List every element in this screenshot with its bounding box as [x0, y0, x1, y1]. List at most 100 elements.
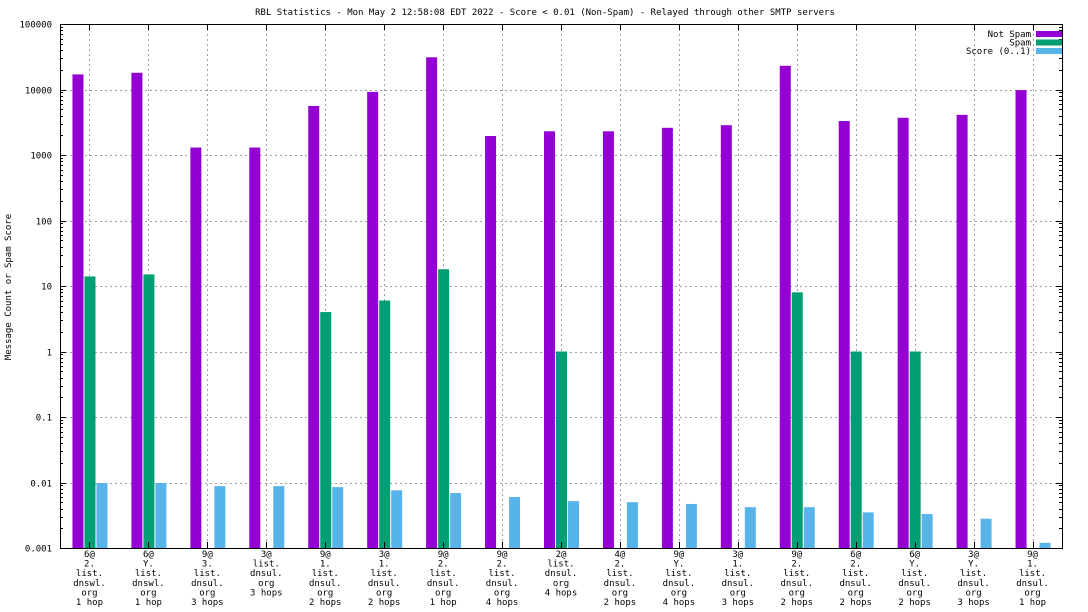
x-tick-label-line: org — [376, 588, 392, 598]
bar-spam — [84, 276, 96, 548]
bar-score — [155, 483, 167, 548]
x-tick-label-line: dnsul. — [191, 579, 224, 589]
bar-score — [862, 512, 874, 548]
x-tick-label-line: org — [494, 588, 510, 598]
x-tick-label-line: 2. — [497, 560, 508, 570]
x-tick-label-line: dnswl. — [73, 579, 106, 589]
legend-label: Not Spam — [988, 30, 1031, 40]
x-tick-label: 9@ 3. list. dnsul. org 3 hops — [191, 550, 224, 608]
x-tick-label-line: 3 hops — [722, 598, 755, 608]
x-tick-label-line: 9@ — [791, 550, 802, 560]
x-tick-label-line: Y. — [968, 560, 979, 570]
x-tick-label: 3@ 1. list. dnsul. org 2 hops — [368, 550, 401, 608]
x-tick-label-line: 2. — [438, 560, 449, 570]
x-tick-label-line: org — [435, 588, 451, 598]
x-tick-label-line: org — [671, 588, 687, 598]
x-tick-label-line: 1. — [320, 560, 331, 570]
x-tick-label-line: list. — [665, 569, 692, 579]
bar-score — [744, 507, 756, 548]
x-tick-label: 3@ list. dnsul. org 3 hops — [250, 550, 283, 598]
x-tick-label-line: dnsul. — [250, 569, 283, 579]
x-tick-label-line: 3. — [202, 560, 213, 570]
x-tick-label-line: dnsul. — [604, 579, 637, 589]
x-tick-label-line: 4 hops — [663, 598, 696, 608]
x-tick-label-line: 2. — [850, 560, 861, 570]
x-tick-label-line: 1 hop — [1019, 598, 1046, 608]
bar-score — [568, 501, 579, 548]
x-tick-label-line: 3@ — [732, 550, 743, 560]
bar-not-spam — [72, 74, 84, 549]
x-tick-label-line: 6@ — [143, 550, 154, 560]
bar-not-spam — [131, 72, 143, 548]
bar-score — [626, 502, 638, 548]
x-tick-label: 9@ 2. list. dnsul. org 4 hops — [486, 550, 519, 608]
y-tick-label: 100000 — [19, 21, 52, 31]
legend-swatch — [1036, 39, 1062, 46]
x-tick-label-line: dnsul. — [781, 579, 814, 589]
bar-not-spam — [897, 117, 909, 549]
x-tick-label-line: 3@ — [379, 550, 390, 560]
bar-not-spam — [956, 114, 968, 548]
bar-score — [509, 497, 521, 548]
x-tick-label: 6@ Y. list. dnsul. org 2 hops — [898, 550, 931, 608]
x-tick-label-line: list. — [430, 569, 457, 579]
x-tick-label-line: org — [81, 588, 97, 598]
bar-score — [273, 486, 285, 548]
bar-not-spam — [249, 147, 261, 548]
bar-score — [980, 518, 992, 548]
x-tick-label-line: list. — [1019, 569, 1046, 579]
legend-label: Spam — [1009, 39, 1031, 49]
bar-spam — [909, 351, 921, 548]
bar-score — [391, 490, 403, 548]
x-tick-label-line: 6@ — [909, 550, 920, 560]
x-tick-label-line: org — [317, 588, 333, 598]
bar-not-spam — [190, 147, 202, 548]
bar-score — [332, 487, 344, 548]
x-tick-label-line: 9@ — [202, 550, 213, 560]
x-tick-label: 3@ Y. list. dnsul. org 3 hops — [957, 550, 990, 608]
bar-spam — [791, 292, 803, 548]
legend-label: Score (0..1) — [966, 47, 1031, 57]
x-tick-label-line: dnsul. — [839, 579, 872, 589]
x-tick-label-line: 3 hops — [191, 598, 224, 608]
bar-spam — [850, 351, 862, 548]
bar-spam — [556, 351, 567, 548]
x-tick-label: 9@ 1. list. dnsul. org 1 hop — [1016, 550, 1049, 608]
x-tick-label-line: 3@ — [968, 550, 979, 560]
x-tick-label: 4@ 2. list. dnsul. org 2 hops — [604, 550, 637, 608]
x-tick-label-line: dnswl. — [132, 579, 165, 589]
bar-not-spam — [485, 136, 497, 548]
x-tick-label-line: org — [965, 588, 981, 598]
x-tick-label-line: org — [612, 588, 628, 598]
x-tick-label-line: dnsul. — [545, 569, 578, 579]
bar-not-spam — [838, 121, 850, 548]
y-tick-label: 1 — [47, 349, 52, 359]
bar-spam — [320, 312, 332, 548]
x-tick-label-line: 1 hop — [76, 598, 103, 608]
x-tick-label-line: 4 hops — [486, 598, 519, 608]
y-tick-label: 100 — [36, 218, 52, 228]
x-tick-label-line: list. — [783, 569, 810, 579]
x-tick-label: 6@ 2. list. dnsul. org 2 hops — [839, 550, 872, 608]
bar-score — [803, 507, 815, 548]
x-tick-label-line: 1. — [379, 560, 390, 570]
x-tick-label-line: 1 hop — [430, 598, 457, 608]
x-tick-label-line: dnsul. — [898, 579, 931, 589]
x-tick-label-line: org — [730, 588, 746, 598]
x-tick-label-line: 4@ — [615, 550, 626, 560]
x-tick-label-line: 1. — [732, 560, 743, 570]
x-tick-label-line: 2 hops — [898, 598, 931, 608]
x-tick-label: 9@ Y. list. dnsul. org 4 hops — [663, 550, 696, 608]
bar-not-spam — [779, 65, 791, 548]
x-tick-label: 6@ Y. list. dnswl. org 1 hop — [132, 550, 165, 608]
x-tick-label-line: 9@ — [438, 550, 449, 560]
x-tick-label-line: dnsul. — [957, 579, 990, 589]
bar-spam — [438, 269, 450, 548]
bar-not-spam — [661, 127, 673, 548]
bar-spam — [143, 274, 155, 548]
x-tick-label-line: Y. — [143, 560, 154, 570]
x-tick-label-line: dnsul. — [1016, 579, 1049, 589]
